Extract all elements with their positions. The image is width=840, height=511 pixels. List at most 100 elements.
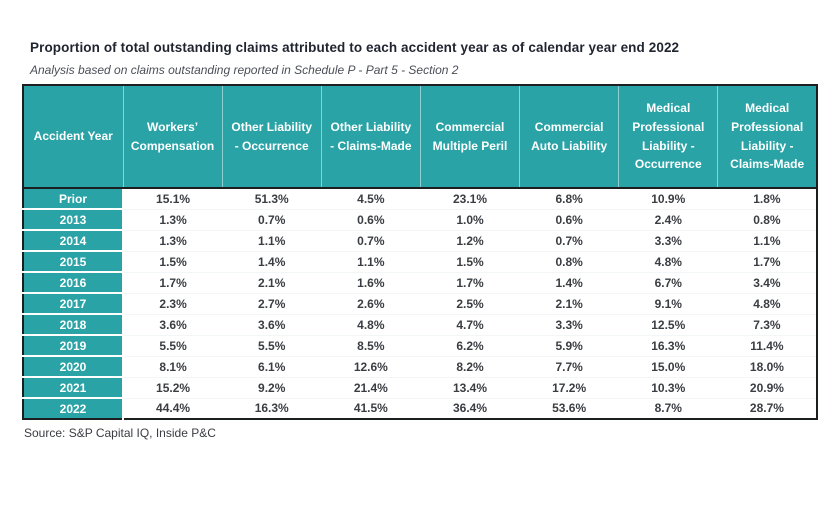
value-cell: 8.5% bbox=[321, 335, 421, 357]
table-row: 2020 8.1% 6.1% 12.6% 8.2% 7.7% 15.0% 18.0% bbox=[23, 356, 817, 378]
value-cell: 16.3% bbox=[618, 335, 718, 357]
value-cell: 1.2% bbox=[420, 230, 520, 252]
table-row: 2016 1.7% 2.1% 1.6% 1.7% 1.4% 6.7% 3.4% bbox=[23, 272, 817, 294]
value-cell: 0.7% bbox=[222, 209, 322, 231]
value-cell: 12.6% bbox=[321, 356, 421, 378]
value-cell: 44.4% bbox=[123, 398, 223, 419]
value-cell: 4.5% bbox=[321, 188, 421, 210]
value-cell: 10.9% bbox=[618, 188, 718, 210]
header-row: Accident Year Workers’ Compensation Othe… bbox=[23, 85, 817, 189]
value-cell: 18.0% bbox=[717, 356, 817, 378]
value-cell: 15.2% bbox=[123, 377, 223, 399]
value-cell: 17.2% bbox=[519, 377, 619, 399]
value-cell: 10.3% bbox=[618, 377, 718, 399]
value-cell: 15.1% bbox=[123, 188, 223, 210]
value-cell: 5.5% bbox=[123, 335, 223, 357]
value-cell: 9.1% bbox=[618, 293, 718, 315]
value-cell: 51.3% bbox=[222, 188, 322, 210]
value-cell: 0.6% bbox=[519, 209, 619, 231]
column-header-other-liability-claims-made: Other Liability - Claims-Made bbox=[321, 85, 421, 189]
value-cell: 3.6% bbox=[123, 314, 223, 336]
value-cell: 23.1% bbox=[420, 188, 520, 210]
column-header-other-liability-occurrence: Other Liability - Occurrence bbox=[222, 85, 322, 189]
value-cell: 7.3% bbox=[717, 314, 817, 336]
value-cell: 8.2% bbox=[420, 356, 520, 378]
value-cell: 2.4% bbox=[618, 209, 718, 231]
value-cell: 1.7% bbox=[717, 251, 817, 273]
value-cell: 1.5% bbox=[123, 251, 223, 273]
value-cell: 4.7% bbox=[420, 314, 520, 336]
value-cell: 1.4% bbox=[519, 272, 619, 294]
value-cell: 0.8% bbox=[717, 209, 817, 231]
value-cell: 1.7% bbox=[123, 272, 223, 294]
value-cell: 1.1% bbox=[321, 251, 421, 273]
value-cell: 4.8% bbox=[717, 293, 817, 315]
value-cell: 1.1% bbox=[717, 230, 817, 252]
value-cell: 3.3% bbox=[618, 230, 718, 252]
value-cell: 2.1% bbox=[519, 293, 619, 315]
accident-year-cell: 2019 bbox=[23, 335, 124, 357]
table-row: 2019 5.5% 5.5% 8.5% 6.2% 5.9% 16.3% 11.4% bbox=[23, 335, 817, 357]
value-cell: 28.7% bbox=[717, 398, 817, 419]
column-header-commercial-auto-liability: Commercial Auto Liability bbox=[519, 85, 620, 189]
accident-year-cell: 2013 bbox=[23, 209, 124, 231]
value-cell: 11.4% bbox=[717, 335, 817, 357]
value-cell: 0.6% bbox=[321, 209, 421, 231]
claims-table-header: Accident Year Workers’ Compensation Othe… bbox=[23, 85, 817, 189]
value-cell: 0.7% bbox=[321, 230, 421, 252]
value-cell: 1.7% bbox=[420, 272, 520, 294]
accident-year-cell: 2018 bbox=[23, 314, 124, 336]
table-row: 2021 15.2% 9.2% 21.4% 13.4% 17.2% 10.3% 20.9% bbox=[23, 377, 817, 399]
value-cell: 1.0% bbox=[420, 209, 520, 231]
page-title: Proportion of total outstanding claims a… bbox=[30, 40, 680, 55]
table-row: 2017 2.3% 2.7% 2.6% 2.5% 2.1% 9.1% 4.8% bbox=[23, 293, 817, 315]
accident-year-cell: 2014 bbox=[23, 230, 124, 252]
accident-year-cell: Prior bbox=[23, 188, 124, 210]
column-header-medical-professional-liability-claims-made: Medical Professional Liability - Claims-… bbox=[717, 85, 817, 189]
value-cell: 5.5% bbox=[222, 335, 322, 357]
table-row: 2014 1.3% 1.1% 0.7% 1.2% 0.7% 3.3% 1.1% bbox=[23, 230, 817, 252]
value-cell: 41.5% bbox=[321, 398, 421, 419]
value-cell: 6.7% bbox=[618, 272, 718, 294]
column-header-workers-compensation: Workers’ Compensation bbox=[123, 85, 223, 189]
value-cell: 5.9% bbox=[519, 335, 619, 357]
value-cell: 8.7% bbox=[618, 398, 718, 419]
value-cell: 4.8% bbox=[321, 314, 421, 336]
accident-year-cell: 2015 bbox=[23, 251, 124, 273]
table-row: Prior 15.1% 51.3% 4.5% 23.1% 6.8% 10.9% 1.8% bbox=[23, 188, 817, 210]
value-cell: 15.0% bbox=[618, 356, 718, 378]
value-cell: 2.1% bbox=[222, 272, 322, 294]
value-cell: 0.7% bbox=[519, 230, 619, 252]
column-header-commercial-multiple-peril: Commercial Multiple Peril bbox=[420, 85, 521, 189]
value-cell: 1.8% bbox=[717, 188, 817, 210]
accident-year-cell: 2017 bbox=[23, 293, 124, 315]
value-cell: 4.8% bbox=[618, 251, 718, 273]
value-cell: 0.8% bbox=[519, 251, 619, 273]
page-subtitle: Analysis based on claims outstanding rep… bbox=[30, 63, 459, 77]
claims-table-body: Prior 15.1% 51.3% 4.5% 23.1% 6.8% 10.9% 1.8% 201… bbox=[23, 188, 817, 419]
table-row: 2015 1.5% 1.4% 1.1% 1.5% 0.8% 4.8% 1.7% bbox=[23, 251, 817, 273]
accident-year-cell: 2022 bbox=[23, 398, 124, 419]
value-cell: 1.1% bbox=[222, 230, 322, 252]
value-cell: 13.4% bbox=[420, 377, 520, 399]
value-cell: 7.7% bbox=[519, 356, 619, 378]
value-cell: 1.6% bbox=[321, 272, 421, 294]
value-cell: 3.3% bbox=[519, 314, 619, 336]
value-cell: 12.5% bbox=[618, 314, 718, 336]
claims-table: Accident Year Workers’ Compensation Othe… bbox=[22, 84, 818, 420]
accident-year-cell: 2020 bbox=[23, 356, 124, 378]
value-cell: 1.3% bbox=[123, 230, 223, 252]
table-row: 2013 1.3% 0.7% 0.6% 1.0% 0.6% 2.4% 0.8% bbox=[23, 209, 817, 231]
value-cell: 2.7% bbox=[222, 293, 322, 315]
value-cell: 2.5% bbox=[420, 293, 520, 315]
source-note: Source: S&P Capital IQ, Inside P&C bbox=[24, 426, 216, 440]
value-cell: 53.6% bbox=[519, 398, 619, 419]
value-cell: 9.2% bbox=[222, 377, 322, 399]
table-row: 2022 44.4% 16.3% 41.5% 36.4% 53.6% 8.7% 28.7% bbox=[23, 398, 817, 419]
value-cell: 2.3% bbox=[123, 293, 223, 315]
value-cell: 3.4% bbox=[717, 272, 817, 294]
value-cell: 1.3% bbox=[123, 209, 223, 231]
value-cell: 3.6% bbox=[222, 314, 322, 336]
value-cell: 20.9% bbox=[717, 377, 817, 399]
